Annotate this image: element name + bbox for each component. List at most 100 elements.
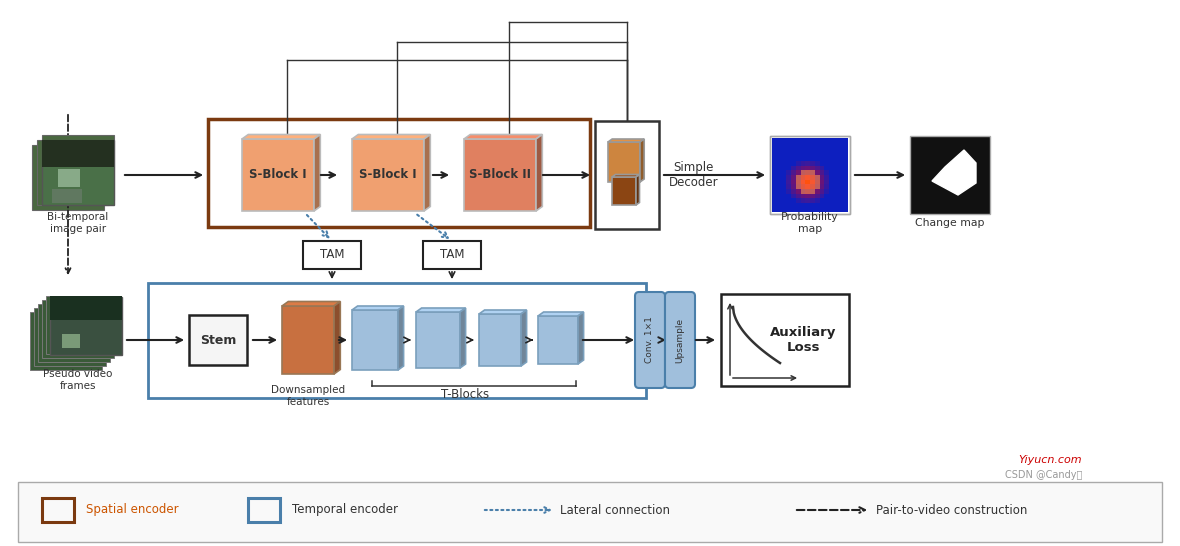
FancyBboxPatch shape (772, 143, 778, 147)
FancyBboxPatch shape (772, 198, 778, 203)
FancyBboxPatch shape (776, 193, 782, 198)
FancyBboxPatch shape (781, 152, 787, 157)
FancyBboxPatch shape (786, 165, 792, 170)
FancyBboxPatch shape (795, 207, 801, 212)
FancyBboxPatch shape (834, 156, 839, 161)
FancyBboxPatch shape (776, 165, 782, 170)
Text: S-Block I: S-Block I (249, 169, 307, 181)
FancyBboxPatch shape (791, 175, 796, 180)
FancyBboxPatch shape (46, 296, 118, 354)
FancyBboxPatch shape (834, 184, 839, 189)
Text: T-Blocks: T-Blocks (441, 388, 489, 401)
FancyBboxPatch shape (809, 207, 815, 212)
FancyBboxPatch shape (814, 161, 820, 166)
FancyBboxPatch shape (910, 136, 990, 214)
Polygon shape (612, 175, 640, 177)
FancyBboxPatch shape (825, 198, 830, 203)
FancyBboxPatch shape (772, 147, 778, 152)
Polygon shape (242, 139, 314, 211)
FancyBboxPatch shape (814, 198, 820, 203)
FancyBboxPatch shape (781, 179, 787, 184)
FancyBboxPatch shape (189, 315, 247, 365)
FancyBboxPatch shape (781, 175, 787, 180)
FancyBboxPatch shape (34, 308, 106, 366)
FancyBboxPatch shape (786, 198, 792, 203)
FancyBboxPatch shape (825, 175, 830, 180)
FancyBboxPatch shape (786, 156, 792, 161)
FancyBboxPatch shape (781, 165, 787, 170)
FancyBboxPatch shape (786, 170, 792, 175)
FancyBboxPatch shape (830, 203, 834, 207)
FancyBboxPatch shape (781, 198, 787, 203)
Polygon shape (932, 150, 976, 195)
FancyBboxPatch shape (795, 203, 801, 207)
FancyBboxPatch shape (839, 152, 844, 157)
FancyBboxPatch shape (776, 207, 782, 212)
FancyBboxPatch shape (825, 152, 830, 157)
FancyBboxPatch shape (839, 179, 844, 184)
FancyBboxPatch shape (791, 143, 796, 147)
FancyBboxPatch shape (37, 140, 109, 205)
FancyBboxPatch shape (781, 147, 787, 152)
Text: Change map: Change map (916, 218, 985, 228)
FancyBboxPatch shape (844, 175, 848, 180)
FancyBboxPatch shape (809, 138, 815, 143)
FancyBboxPatch shape (809, 203, 815, 207)
FancyBboxPatch shape (791, 193, 796, 198)
FancyBboxPatch shape (830, 143, 834, 147)
FancyBboxPatch shape (839, 143, 844, 147)
FancyBboxPatch shape (42, 135, 114, 200)
FancyBboxPatch shape (825, 193, 830, 198)
FancyBboxPatch shape (844, 203, 848, 207)
FancyBboxPatch shape (800, 161, 806, 166)
FancyBboxPatch shape (839, 188, 844, 193)
FancyBboxPatch shape (819, 184, 825, 189)
FancyBboxPatch shape (805, 143, 811, 147)
FancyBboxPatch shape (42, 140, 114, 205)
Polygon shape (282, 306, 334, 374)
FancyBboxPatch shape (844, 143, 848, 147)
FancyBboxPatch shape (839, 175, 844, 180)
FancyBboxPatch shape (776, 138, 782, 143)
Polygon shape (479, 310, 526, 314)
Text: Yiyucn.com: Yiyucn.com (1018, 455, 1082, 465)
FancyBboxPatch shape (50, 296, 122, 320)
FancyBboxPatch shape (795, 147, 801, 152)
FancyBboxPatch shape (809, 179, 815, 184)
FancyBboxPatch shape (800, 179, 806, 184)
FancyBboxPatch shape (776, 161, 782, 166)
FancyBboxPatch shape (795, 193, 801, 198)
FancyBboxPatch shape (776, 175, 782, 180)
FancyBboxPatch shape (795, 188, 801, 193)
Polygon shape (640, 139, 644, 182)
FancyBboxPatch shape (839, 207, 844, 212)
FancyBboxPatch shape (805, 203, 811, 207)
Text: Pseudo video
frames: Pseudo video frames (44, 369, 112, 391)
FancyBboxPatch shape (42, 140, 114, 167)
FancyBboxPatch shape (776, 198, 782, 203)
FancyBboxPatch shape (786, 188, 792, 193)
FancyBboxPatch shape (805, 175, 811, 180)
Polygon shape (398, 306, 404, 370)
FancyBboxPatch shape (839, 156, 844, 161)
FancyBboxPatch shape (776, 203, 782, 207)
FancyBboxPatch shape (786, 138, 792, 143)
FancyBboxPatch shape (800, 156, 806, 161)
FancyBboxPatch shape (814, 138, 820, 143)
FancyBboxPatch shape (791, 188, 796, 193)
FancyBboxPatch shape (63, 334, 80, 348)
Text: Probability
map: Probability map (781, 212, 839, 234)
FancyBboxPatch shape (814, 147, 820, 152)
FancyBboxPatch shape (819, 188, 825, 193)
FancyBboxPatch shape (805, 147, 811, 152)
FancyBboxPatch shape (791, 198, 796, 203)
FancyBboxPatch shape (839, 161, 844, 166)
FancyBboxPatch shape (814, 207, 820, 212)
FancyBboxPatch shape (830, 156, 834, 161)
FancyBboxPatch shape (786, 161, 792, 166)
FancyBboxPatch shape (800, 143, 806, 147)
FancyBboxPatch shape (776, 188, 782, 193)
FancyBboxPatch shape (830, 184, 834, 189)
FancyBboxPatch shape (786, 147, 792, 152)
Text: Conv. 1×1: Conv. 1×1 (645, 317, 655, 364)
